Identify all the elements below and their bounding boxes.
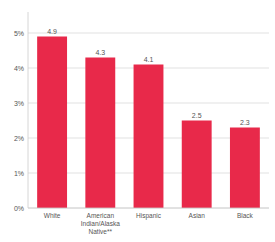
y-axis-line [28,12,29,208]
bar [182,121,212,209]
bar [37,37,67,209]
data-label: 4.9 [47,28,57,35]
x-axis-line [28,208,269,209]
y-tick-label: 5% [14,30,24,37]
y-tick-label: 4% [14,65,24,72]
chart: 0% 1% 2% 3% 4% 5% 4.9 4.3 4.1 2.5 2.3 White American… [0,0,275,242]
bar [85,58,115,209]
data-label: 4.1 [144,56,154,63]
bar [134,65,164,209]
x-tick-label: Hispanic [136,212,162,220]
grid [28,33,269,208]
bars [37,37,260,209]
y-tick-label: 2% [14,135,24,142]
y-tick-label: 1% [14,170,24,177]
x-tick-label: Asian [189,212,206,219]
data-label: 2.5 [192,112,202,119]
data-label: 4.3 [95,49,105,56]
grid-line [28,33,269,34]
x-tick-label: AmericanIndian/AlaskaNative** [81,212,120,235]
bar [230,128,260,209]
x-tick-label: Black [237,212,254,219]
y-tick-label: 3% [14,100,24,107]
grid-line [28,208,269,209]
y-tick-label: 0% [14,205,24,212]
chart-container: 0% 1% 2% 3% 4% 5% 4.9 4.3 4.1 2.5 2.3 White American… [0,0,275,242]
data-label: 2.3 [240,119,250,126]
x-tick-label: White [44,212,61,219]
